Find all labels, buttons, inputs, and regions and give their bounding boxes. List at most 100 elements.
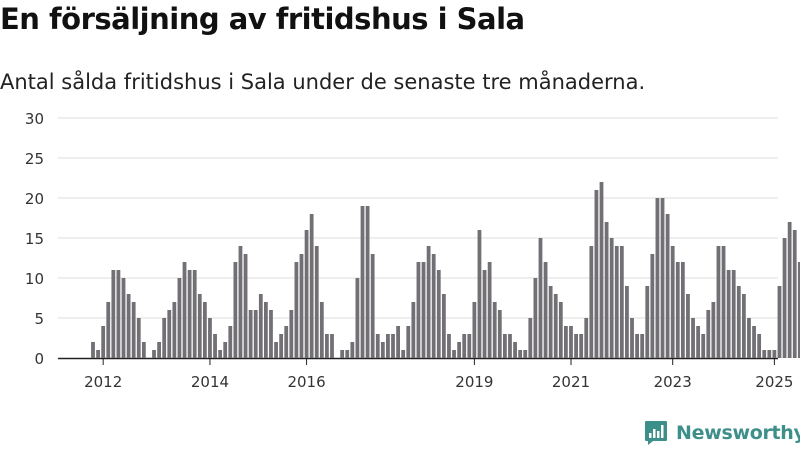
bar [777,286,782,358]
bar [391,334,395,358]
bar [731,270,736,358]
bar [360,206,365,358]
bar [416,262,421,358]
bar [528,318,533,358]
bar [660,198,665,358]
bar [406,326,411,358]
bar [452,350,456,358]
bar [375,334,380,358]
bar [441,294,446,358]
bar [258,294,263,358]
bar [447,334,451,358]
bar [604,222,609,358]
brand-name: Newsworthy [676,422,800,444]
chart-title: En försäljning av fritidshus i Sala [0,2,525,36]
bar [462,334,467,358]
bar [502,334,507,358]
x-axis-ticks: 2012 2014 2016 2019 2021 2023 2025 [84,359,793,391]
bar [574,334,578,358]
bar [269,310,273,358]
bar [167,310,172,358]
bar [533,278,538,358]
bar [299,254,304,358]
bar [619,246,624,358]
bar [518,350,523,358]
bar [319,302,324,358]
bar [121,278,126,358]
bar [218,350,223,358]
bar [314,246,319,358]
bar [762,350,767,358]
bar [625,286,629,358]
bar [757,334,762,358]
bar [380,342,385,358]
bar [569,326,573,358]
bar [426,246,431,358]
bar [131,302,136,358]
bar [431,254,436,358]
bar [177,278,182,358]
bar [492,302,497,358]
bar [202,302,207,358]
bar [457,342,462,358]
bar [340,350,345,358]
bar [523,350,528,358]
bar [309,214,314,358]
y-tick-label: 25 [25,150,44,168]
bar [635,334,639,358]
bar [370,254,375,358]
bar [543,262,548,358]
bar [630,318,634,358]
bar [711,302,716,358]
bar [584,318,589,358]
bar [96,350,100,358]
bar [243,254,248,358]
bar [553,294,558,358]
bar [248,310,253,358]
y-axis-ticks: 0 5 10 15 20 25 30 [25,110,44,368]
bar [330,334,334,358]
bar [233,262,238,358]
bar [223,342,228,358]
bar [721,246,726,358]
bar [640,334,645,358]
bar [726,270,731,358]
bar [782,238,787,358]
bar [289,310,294,358]
bar [187,270,192,358]
bar [696,326,701,358]
bar [482,270,487,358]
y-tick-label: 30 [25,110,44,128]
bar [747,318,751,358]
x-tick-label: 2012 [84,373,122,391]
bar [472,302,477,358]
bar [772,350,777,358]
x-tick-label: 2021 [552,373,590,391]
bar [401,350,406,358]
bar [411,302,416,358]
bar [670,246,675,358]
y-tick-label: 15 [25,230,44,248]
bar [477,230,482,358]
bar [609,238,614,358]
bar [645,286,650,358]
y-tick-label: 5 [34,310,44,328]
bar [614,246,619,358]
bar [182,262,187,358]
bar [152,350,156,358]
bar [197,294,202,358]
bar [538,238,543,358]
bar [279,334,284,358]
bar [508,334,512,358]
bar [421,262,426,358]
bar [157,342,162,358]
bar [325,334,329,358]
bar [691,318,695,358]
bar [294,262,299,358]
bar [274,342,278,358]
bar [238,246,243,358]
bar [787,222,792,358]
bar [208,318,212,358]
bar [396,326,400,358]
